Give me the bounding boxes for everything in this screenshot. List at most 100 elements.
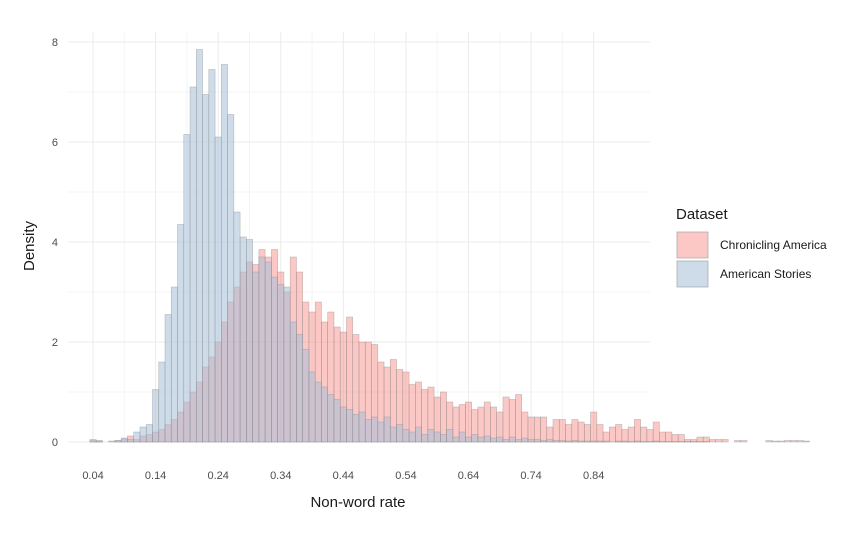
histogram-bar (108, 440, 116, 443)
histogram-bar (114, 440, 122, 443)
histogram-bar (377, 421, 385, 443)
histogram-bar (383, 416, 391, 443)
histogram-bar (784, 440, 792, 443)
histogram-bar (508, 399, 516, 443)
histogram-bar (558, 440, 566, 443)
histogram-bar (465, 436, 472, 443)
histogram-bar (239, 236, 247, 443)
histogram-bar (702, 441, 710, 443)
histogram-bar (521, 411, 529, 443)
histogram-bar (402, 429, 410, 443)
histogram-bar (777, 440, 785, 443)
y-tick-label: 6 (52, 137, 58, 149)
histogram-bar (471, 434, 479, 443)
x-tick-label: 0.24 (207, 470, 228, 482)
histogram-bar (646, 429, 654, 443)
legend-key-american-stories (676, 260, 709, 288)
histogram-bar (558, 419, 566, 443)
histogram-bar (289, 321, 297, 443)
histogram-bar (158, 361, 166, 443)
histogram-bar (346, 409, 354, 443)
histogram-bar (640, 441, 648, 443)
histogram-bar (421, 434, 429, 443)
y-tick-label: 4 (52, 237, 58, 249)
legend-label-chronicling-america: Chronicling America (720, 238, 827, 252)
series-american-stories (89, 49, 710, 443)
histogram-bar (652, 440, 660, 443)
histogram-bar (233, 211, 241, 443)
histogram-bar (565, 440, 573, 443)
histogram-bar (621, 429, 629, 443)
histogram-bar (465, 401, 472, 443)
histogram-bar (314, 381, 322, 443)
histogram-bar (415, 426, 422, 443)
histogram-bar (396, 424, 404, 443)
histogram-bar (615, 440, 623, 443)
histogram-bar (502, 439, 510, 443)
histogram-bar (602, 440, 610, 443)
legend: Dataset Chronicling America American Sto… (676, 206, 827, 288)
histogram-bar (195, 49, 203, 443)
legend-key-chronicling-america (676, 231, 709, 259)
x-axis-title: Non-word rate (310, 494, 405, 511)
histogram-bar (433, 431, 441, 443)
histogram-bar (659, 431, 666, 443)
histogram-bar (258, 256, 266, 443)
histogram-bar (321, 386, 329, 443)
histogram-bar (183, 134, 191, 443)
y-tick-label: 2 (52, 337, 58, 349)
histogram-bar (296, 334, 303, 443)
histogram-bar (796, 440, 804, 443)
histogram-bar (364, 419, 372, 443)
histogram-bar (427, 429, 435, 443)
x-tick-label: 0.34 (270, 470, 291, 482)
histogram-bar (333, 399, 341, 443)
histogram-bar (609, 426, 616, 443)
histogram-bar (277, 284, 285, 443)
x-tick-label: 0.84 (583, 470, 604, 482)
x-tick-label: 0.04 (82, 470, 103, 482)
histogram-bar (671, 434, 679, 443)
histogram-bar (671, 441, 679, 443)
histogram-bar (133, 431, 141, 443)
histogram-bar (202, 94, 210, 443)
histogram-bar (490, 406, 497, 443)
histogram-bar (527, 439, 535, 443)
histogram-bar (89, 439, 97, 443)
histogram-bar (771, 440, 779, 443)
histogram-bar (264, 261, 272, 443)
histogram-bar (690, 441, 698, 443)
histogram-bar (327, 394, 335, 443)
histogram-bar (145, 424, 153, 443)
y-tick-labels: 0 2 4 6 8 (52, 37, 58, 449)
histogram-bar (640, 426, 648, 443)
histogram-bar (627, 426, 635, 443)
histogram-bar (696, 441, 704, 443)
x-tick-labels: 0.04 0.14 0.24 0.34 0.44 0.54 0.64 0.74 0.84 (82, 470, 604, 482)
histogram-bar (734, 440, 742, 443)
x-tick-label: 0.54 (395, 470, 416, 482)
histogram-bar (177, 224, 185, 443)
y-tick-label: 8 (52, 37, 58, 49)
histogram-bar (496, 436, 504, 443)
histogram-bar (665, 441, 673, 443)
histogram-bar (665, 431, 673, 443)
histogram-bar (221, 64, 228, 443)
histogram-bar (790, 440, 798, 443)
histogram-bar (252, 271, 260, 443)
histogram-bar (164, 314, 172, 443)
histogram-bar (127, 439, 135, 443)
histogram-bar (446, 429, 454, 443)
histogram-bar (765, 440, 773, 443)
histogram-bar (646, 441, 654, 443)
histogram-bars (89, 49, 810, 443)
histogram-bar (490, 437, 497, 443)
histogram-bar (540, 440, 548, 443)
histogram-bar (308, 371, 316, 443)
histogram-bar (615, 424, 623, 443)
histogram-bar (634, 440, 641, 443)
histogram-bar (515, 394, 523, 443)
histogram-bar (583, 440, 591, 443)
y-tick-label: 0 (52, 437, 58, 449)
